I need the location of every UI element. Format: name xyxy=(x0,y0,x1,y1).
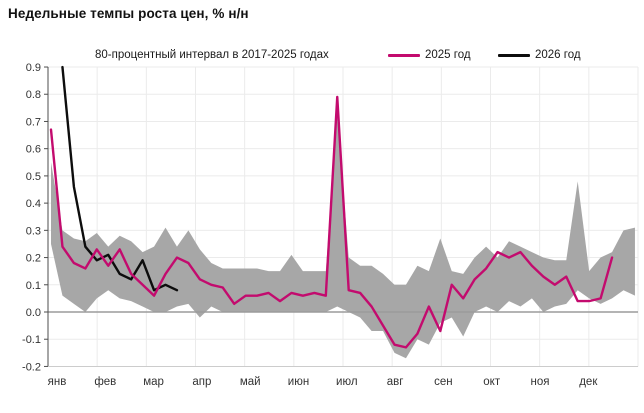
line-2025-год xyxy=(49,95,614,349)
month-label: дек xyxy=(579,376,598,388)
legend-2026-label: 2026 год xyxy=(535,49,581,61)
y-tick-label: 0.9 xyxy=(26,62,41,74)
legend-band-item: 80-процентный интервал в 2017-2025 годах xyxy=(95,49,329,61)
legend-2025-item: 2025 год xyxy=(388,49,471,61)
y-tick-label: 0.7 xyxy=(26,116,41,128)
month-label: май xyxy=(240,376,261,388)
y-tick-label: 0.0 xyxy=(26,307,41,319)
legend-2026-line-swatch xyxy=(498,53,530,57)
y-axis-labels: -0.2 -0.1 0.0 0.1 0.2 0.3 0.4 0.5 0.6 0.7 0.8 0.9 xyxy=(22,62,48,373)
y-tick-label: 0.4 xyxy=(26,198,41,210)
y-tick-label: 0.3 xyxy=(26,225,41,237)
legend-2025-line-swatch xyxy=(388,53,420,57)
interval-band-2017-2025 xyxy=(51,113,635,359)
month-label: мар xyxy=(143,376,164,388)
month-label: июл xyxy=(336,376,358,388)
y-tick-label: 0.2 xyxy=(26,253,41,265)
month-label: окт xyxy=(483,376,501,388)
month-label: авг xyxy=(387,376,404,388)
y-tick-label: -0.1 xyxy=(22,334,41,346)
month-label: фев xyxy=(94,376,116,388)
y-tick-label: 0.8 xyxy=(26,89,41,101)
y-tick-label: 0.5 xyxy=(26,171,41,183)
legend-2026-item: 2026 год xyxy=(498,49,581,61)
y-tick-label: 0.6 xyxy=(26,144,41,156)
chart-title: Недельные темпы роста цен, % н/н xyxy=(8,6,249,21)
y-tick-label: -0.2 xyxy=(22,361,41,373)
legend-2025-label: 2025 год xyxy=(425,49,471,61)
month-label: янв xyxy=(48,376,67,388)
month-label: ноя xyxy=(531,376,550,388)
legend: 80-процентный интервал в 2017-2025 годах… xyxy=(0,48,644,64)
x-axis-labels: янв фев мар апр май июн июл авг сен окт ноя дек xyxy=(48,376,599,388)
month-label: сен xyxy=(434,376,453,388)
y-tick-label: 0.1 xyxy=(26,280,41,292)
month-label: апр xyxy=(192,376,211,388)
vertical-gridlines xyxy=(96,67,639,367)
month-label: июн xyxy=(288,376,309,388)
legend-band-label: 80-процентный интервал в 2017-2025 годах xyxy=(95,49,329,61)
